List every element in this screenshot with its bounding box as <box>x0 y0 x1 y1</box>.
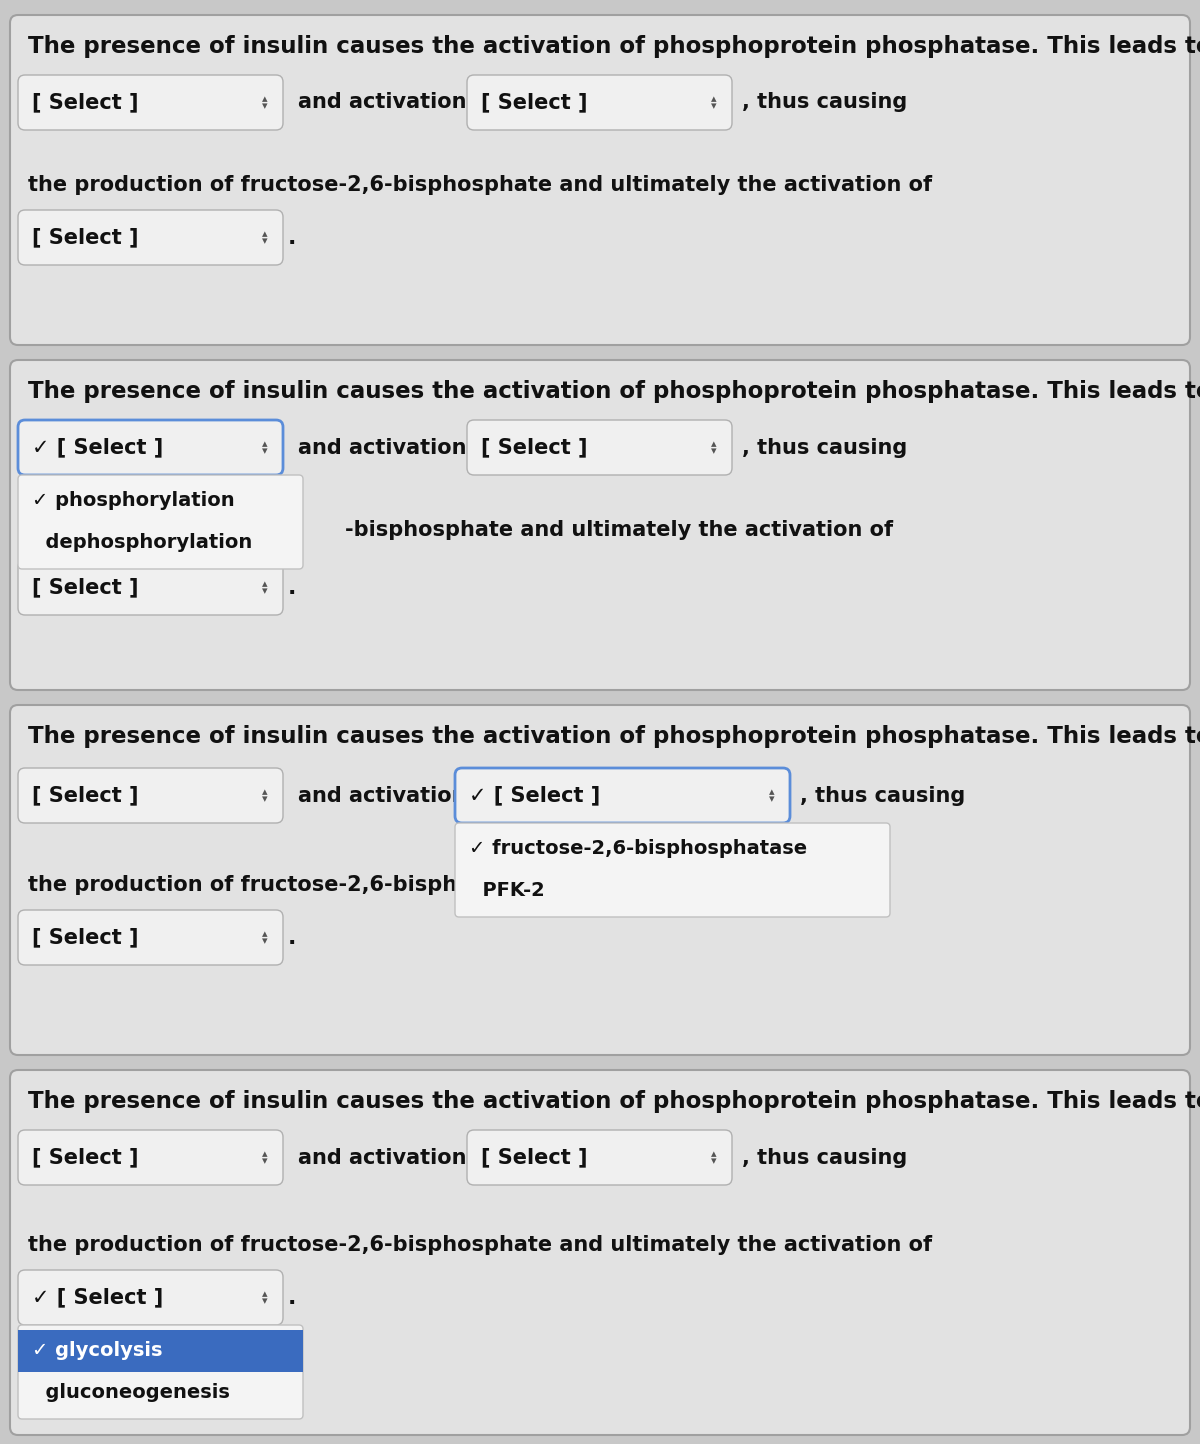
Text: ▴
▾: ▴ ▾ <box>712 439 716 456</box>
FancyBboxPatch shape <box>18 910 283 965</box>
Text: The presence of insulin causes the activation of phosphoprotein phosphatase. Thi: The presence of insulin causes the activ… <box>28 380 1200 403</box>
Text: the production of fructose-2,6-bisphosphate and ultimately the activation of: the production of fructose-2,6-bisphosph… <box>28 175 932 195</box>
Bar <box>18 1330 302 1372</box>
Text: gluconeogenesis: gluconeogenesis <box>32 1383 230 1402</box>
Text: [ Select ]: [ Select ] <box>481 1148 588 1168</box>
Text: , thus causing: , thus causing <box>742 438 907 458</box>
Text: ▴
▾: ▴ ▾ <box>262 1148 268 1167</box>
Text: [ Select ]: [ Select ] <box>32 228 138 247</box>
Text: ▴
▾: ▴ ▾ <box>262 787 268 804</box>
Text: The presence of insulin causes the activation of phosphoprotein phosphatase. Thi: The presence of insulin causes the activ… <box>28 1090 1200 1113</box>
FancyBboxPatch shape <box>467 420 732 475</box>
Text: and activation of: and activation of <box>298 438 497 458</box>
Text: ▴
▾: ▴ ▾ <box>262 1288 268 1307</box>
FancyBboxPatch shape <box>10 14 1190 345</box>
Text: PFK-2: PFK-2 <box>469 881 545 901</box>
FancyBboxPatch shape <box>455 768 790 823</box>
Text: .: . <box>288 228 296 247</box>
Text: the production of fructose-2,6-bisphosphate an: the production of fructose-2,6-bisphosph… <box>28 875 588 895</box>
Text: [ Select ]: [ Select ] <box>32 786 138 806</box>
Text: , thus causing: , thus causing <box>800 786 965 806</box>
Text: the production of fructose-2,6-bisphosphate and ultimately the activation of: the production of fructose-2,6-bisphosph… <box>28 1235 932 1255</box>
Text: [ Select ]: [ Select ] <box>32 92 138 113</box>
Text: , thus causing: , thus causing <box>742 1148 907 1168</box>
FancyBboxPatch shape <box>18 1271 283 1326</box>
Text: ▴
▾: ▴ ▾ <box>712 94 716 111</box>
Text: -bisphosphate and ultimately the activation of: -bisphosphate and ultimately the activat… <box>346 520 893 540</box>
FancyBboxPatch shape <box>18 1131 283 1186</box>
Text: ✓ glycolysis: ✓ glycolysis <box>32 1341 162 1360</box>
Text: ✓ [ Select ]: ✓ [ Select ] <box>32 438 163 458</box>
Text: .: . <box>288 1288 296 1307</box>
Text: ▴
▾: ▴ ▾ <box>262 94 268 111</box>
FancyBboxPatch shape <box>18 560 283 615</box>
Text: ▴
▾: ▴ ▾ <box>262 579 268 596</box>
Text: and activation of: and activation of <box>298 1148 497 1168</box>
Text: ▴
▾: ▴ ▾ <box>262 228 268 247</box>
FancyBboxPatch shape <box>10 705 1190 1056</box>
FancyBboxPatch shape <box>18 75 283 130</box>
Text: [ Select ]: [ Select ] <box>32 927 138 947</box>
Text: ✓ [ Select ]: ✓ [ Select ] <box>469 786 600 806</box>
Text: [ Select ]: [ Select ] <box>481 92 588 113</box>
Text: , thus causing: , thus causing <box>742 92 907 113</box>
Text: [ Select ]: [ Select ] <box>481 438 588 458</box>
Text: ▴
▾: ▴ ▾ <box>712 1148 716 1167</box>
FancyBboxPatch shape <box>467 1131 732 1186</box>
FancyBboxPatch shape <box>18 420 283 475</box>
FancyBboxPatch shape <box>10 1070 1190 1435</box>
Text: .: . <box>288 927 296 947</box>
FancyBboxPatch shape <box>467 75 732 130</box>
Text: ✓ [ Select ]: ✓ [ Select ] <box>32 1288 163 1307</box>
Text: dephosphorylation: dephosphorylation <box>32 533 252 553</box>
FancyBboxPatch shape <box>18 1326 302 1419</box>
FancyBboxPatch shape <box>455 823 890 917</box>
Text: ▴
▾: ▴ ▾ <box>769 787 775 804</box>
Text: The presence of insulin causes the activation of phosphoprotein phosphatase. Thi: The presence of insulin causes the activ… <box>28 35 1200 58</box>
Text: The presence of insulin causes the activation of phosphoprotein phosphatase. Thi: The presence of insulin causes the activ… <box>28 725 1200 748</box>
Text: [ Select ]: [ Select ] <box>32 1148 138 1168</box>
FancyBboxPatch shape <box>18 209 283 266</box>
Text: .: . <box>288 578 296 598</box>
Text: ✓ fructose-2,6-bisphosphatase: ✓ fructose-2,6-bisphosphatase <box>469 839 808 859</box>
Text: ▴
▾: ▴ ▾ <box>262 439 268 456</box>
Text: ▴
▾: ▴ ▾ <box>262 928 268 946</box>
FancyBboxPatch shape <box>18 475 302 569</box>
FancyBboxPatch shape <box>18 768 283 823</box>
Text: [ Select ]: [ Select ] <box>32 578 138 598</box>
Text: ✓ phosphorylation: ✓ phosphorylation <box>32 491 235 511</box>
Text: and activation of: and activation of <box>298 92 497 113</box>
FancyBboxPatch shape <box>10 360 1190 690</box>
Text: and activation o: and activation o <box>298 786 488 806</box>
